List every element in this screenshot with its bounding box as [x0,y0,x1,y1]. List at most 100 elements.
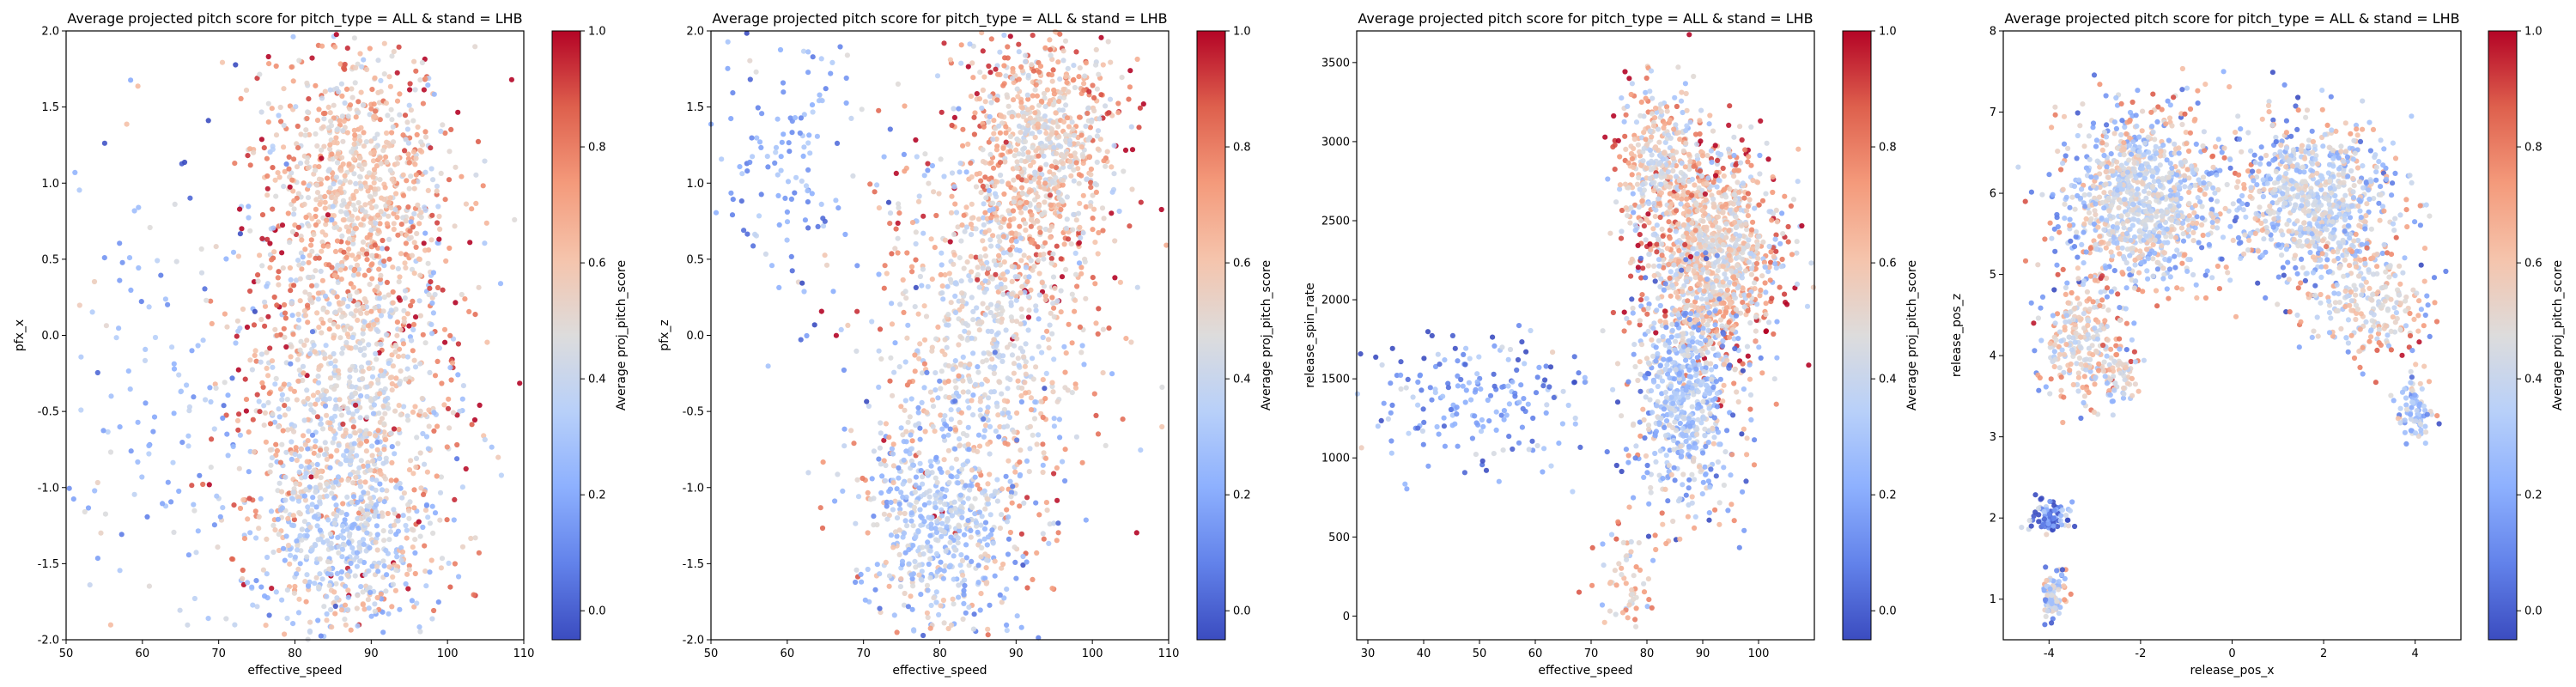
scatter-point [908,510,914,516]
scatter-point [982,278,988,284]
scatter-point [315,380,322,386]
scatter-point [416,624,422,630]
scatter-point [311,343,317,349]
scatter-point [913,423,919,429]
y-tick-label: 1.5 [686,101,704,114]
scatter-point [375,212,381,218]
scatter-point [238,95,244,101]
scatter-point [407,228,413,234]
scatter-point [434,423,440,429]
scatter-point [233,340,239,346]
scatter-point [409,252,415,258]
scatter-point [969,201,975,207]
scatter-point [262,593,268,599]
scatter-point [298,131,304,137]
scatter-point [937,378,943,384]
scatter-point [328,606,334,613]
scatter-point [1058,206,1064,212]
scatter-point [397,380,403,386]
scatter-point [965,495,971,502]
scatter-point [437,517,443,523]
scatter-point [876,107,882,113]
scatter-point [224,324,230,330]
scatter-point [1087,203,1093,209]
scatter-point [386,292,392,298]
scatter-point [187,195,193,201]
scatter-point [979,544,985,551]
scatter-point [907,414,913,420]
scatter-point [1098,92,1104,98]
scatter-point [948,473,954,479]
scatter-point [1774,219,1780,225]
scatter-point [987,237,993,243]
scatter-point [425,514,431,520]
scatter-point [398,368,404,374]
scatter-point [207,385,213,391]
scatter-point [1036,69,1042,75]
scatter-point [364,66,370,73]
scatter-point [301,519,307,525]
scatter-point [327,375,333,381]
scatter-point [883,421,889,427]
scatter-point [250,416,256,423]
scatter-point [719,156,725,162]
scatter-point [938,603,944,609]
scatter-point [276,406,282,412]
scatter-point [895,235,901,241]
scatter-point [1090,82,1096,88]
scatter-point [983,557,990,563]
scatter-point [1080,161,1086,167]
scatter-point [267,345,273,351]
scatter-point [413,455,420,462]
scatter-point [885,199,892,205]
scatter-point [1036,175,1042,181]
scatter-point [422,129,428,135]
scatter-point [948,622,955,629]
scatter-point [919,283,925,289]
scatter-point [363,520,369,526]
scatter-point [1054,150,1060,156]
scatter-point [948,534,954,540]
scatter-point [907,477,913,483]
scatter-point [988,243,994,249]
scatter-point [401,490,407,496]
scatter-point [142,357,149,363]
scatter-point [189,483,195,489]
scatter-point [997,592,1003,599]
scatter-point [279,441,285,447]
scatter-point [1042,185,1048,192]
scatter-point [326,301,332,307]
scatter-point [324,493,330,499]
scatter-point [237,325,243,331]
scatter-point [908,518,914,524]
scatter-point [314,143,320,149]
scatter-point [258,359,264,365]
scatter-point [408,219,414,225]
scatter-point [922,429,928,435]
scatter-point [351,195,357,201]
scatter-point [1051,356,1057,362]
scatter-point [205,118,211,124]
scatter-point [933,212,939,219]
scatter-point [414,131,420,137]
scatter-point [354,453,360,459]
scatter-point [1630,191,1636,197]
scatter-point [372,395,378,401]
scatter-point [951,114,957,120]
scatter-point [996,252,1002,258]
scatter-point [383,154,389,160]
scatter-point [414,230,420,237]
scatter-point [291,206,297,212]
scatter-point [918,467,924,474]
scatter-point [1054,298,1060,304]
scatter-point [259,380,265,386]
scatter-point [1005,410,1012,416]
scatter-point [290,489,296,495]
scatter-point [1028,223,1034,229]
scatter-point [805,49,811,55]
scatter-point [1023,264,1030,271]
scatter-point [436,213,442,220]
scatter-point [1159,423,1165,430]
scatter-point [978,591,984,597]
scatter-point [434,284,441,291]
